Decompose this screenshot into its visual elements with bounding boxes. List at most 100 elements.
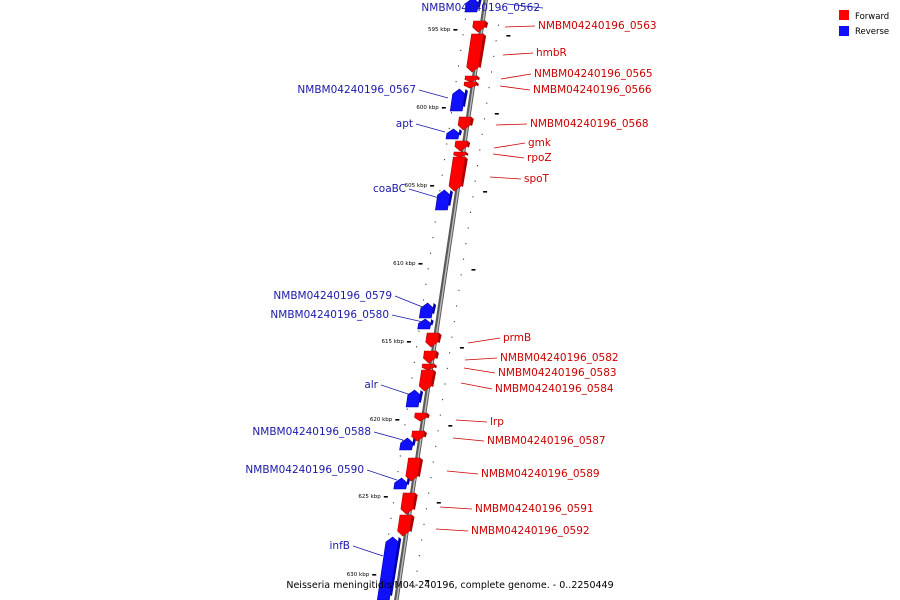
gene-label[interactable]: NMBM04240196_0591 <box>475 503 594 515</box>
minor-tick <box>495 40 497 42</box>
gene-leader-line <box>463 367 496 374</box>
gene-hmbr: hmbR <box>466 33 567 73</box>
gene-glyph <box>414 412 428 422</box>
major-tick-right <box>436 502 441 504</box>
scale-tick-label: 625 kbp <box>358 494 381 500</box>
minor-tick <box>449 352 451 354</box>
gene-label[interactable]: apt <box>396 118 413 130</box>
gene-label[interactable]: prmB <box>503 332 531 344</box>
gene-glyph <box>400 492 416 515</box>
gene-label[interactable]: NMBM04240196_0580 <box>270 309 389 321</box>
gene-label[interactable]: lrp <box>490 416 504 428</box>
minor-tick <box>465 243 467 245</box>
major-tick-left <box>372 574 377 576</box>
scale-tick-label: 620 kbp <box>370 417 393 423</box>
gene-label[interactable]: NMBM04240196_0590 <box>245 464 364 476</box>
gene-glyph-side <box>409 515 415 532</box>
gene-glyph-side <box>434 364 437 369</box>
minor-tick <box>470 211 471 213</box>
gene-apt: apt <box>396 118 462 140</box>
gene-label[interactable]: gmk <box>528 137 552 149</box>
gene-nmbm04240196_0590: NMBM04240196_0590 <box>245 464 410 490</box>
minor-tick <box>430 252 432 254</box>
minor-tick <box>477 165 478 167</box>
gene-label[interactable]: NMBM04240196_0567 <box>297 84 416 96</box>
minor-tick <box>406 408 408 410</box>
gene-nmbm04240196_0566: NMBM04240196_0566 <box>463 81 652 96</box>
gene-label[interactable]: rpoZ <box>527 152 552 164</box>
minor-tick <box>423 299 425 301</box>
gene-rpoz: rpoZ <box>453 151 552 164</box>
gene-leader-line <box>391 314 424 323</box>
gene-label[interactable]: NMBM04240196_0592 <box>471 525 590 537</box>
gene-glyph-side <box>461 157 468 187</box>
gene-label[interactable]: NMBM04240196_0583 <box>498 367 617 379</box>
gene-glyph-side <box>431 370 437 387</box>
gene-label[interactable]: coaBC <box>373 183 406 195</box>
gene-label[interactable]: NMBM04240196_0562 <box>421 2 540 14</box>
minor-tick <box>402 439 404 441</box>
gene-label[interactable]: NMBM04240196_0579 <box>273 290 392 302</box>
gene-nmbm04240196_0579: NMBM04240196_0579 <box>273 290 437 319</box>
gene-label[interactable]: NMBM04240196_0582 <box>500 352 619 364</box>
gene-glyph <box>411 430 425 442</box>
gene-label[interactable]: NMBM04240196_0565 <box>534 68 653 80</box>
gene-leader-line <box>455 419 488 423</box>
gene-leader-line <box>380 384 412 396</box>
scale-tick-label: 600 kbp <box>416 105 439 111</box>
minor-tick <box>411 377 413 379</box>
gene-label[interactable]: NMBM04240196_0568 <box>530 118 649 130</box>
major-tick-left <box>441 107 446 109</box>
gene-label[interactable]: alr <box>364 379 378 391</box>
minor-tick <box>486 102 488 104</box>
gene-leader-line <box>352 545 384 557</box>
minor-tick <box>458 65 459 67</box>
minor-tick <box>439 414 441 416</box>
scale-tick-label: 610 kbp <box>393 261 416 267</box>
gene-glyph-side <box>466 141 471 148</box>
gene-label[interactable]: NMBM04240196_0589 <box>481 468 600 480</box>
minor-tick <box>493 55 495 57</box>
major-tick-right <box>425 580 430 582</box>
gene-leader-line <box>506 3 544 9</box>
gene-nmbm04240196_0587: NMBM04240196_0587 <box>411 430 606 447</box>
gene-alr: alr <box>364 379 424 408</box>
minor-tick <box>441 174 443 176</box>
gene-prmb: prmB <box>425 332 531 348</box>
gene-glyph <box>418 302 434 319</box>
gene-label[interactable]: NMBM04240196_0588 <box>252 426 371 438</box>
minor-tick <box>388 533 390 535</box>
minor-tick <box>446 367 448 369</box>
gene-label[interactable]: NMBM04240196_0584 <box>495 383 614 395</box>
scale-tick-label: 615 kbp <box>381 339 404 345</box>
gene-glyph <box>417 318 432 330</box>
minor-tick <box>479 149 481 151</box>
minor-tick <box>488 87 490 89</box>
gene-nmbm04240196_0584: NMBM04240196_0584 <box>418 369 614 395</box>
gene-nmbm04240196_0592: NMBM04240196_0592 <box>397 514 590 537</box>
minor-tick <box>463 258 465 260</box>
gene-label[interactable]: NMBM04240196_0587 <box>487 435 606 447</box>
gene-glyph <box>453 151 467 158</box>
minor-tick <box>416 346 418 348</box>
gene-label[interactable]: NMBM04240196_0566 <box>533 84 652 96</box>
minor-tick <box>444 383 446 385</box>
minor-tick <box>481 133 483 135</box>
gene-glyph <box>393 477 408 490</box>
gene-leader-line <box>502 52 534 56</box>
minor-tick <box>437 430 439 432</box>
gene-glyph <box>454 140 469 152</box>
gene-label[interactable]: hmbR <box>536 47 567 59</box>
gene-glyph-side <box>423 431 427 438</box>
gene-glyph <box>448 156 466 192</box>
gene-glyph-side <box>412 493 418 510</box>
gene-label[interactable]: infB <box>330 540 350 552</box>
gene-label[interactable]: NMBM04240196_0563 <box>538 20 657 32</box>
gene-label[interactable]: spoT <box>524 173 550 185</box>
gene-leader-line <box>467 337 501 344</box>
minor-tick <box>453 321 455 323</box>
minor-tick <box>484 118 485 120</box>
gene-nmbm04240196_0582: NMBM04240196_0582 <box>423 350 619 364</box>
scale-tick-label: 630 kbp <box>347 572 370 578</box>
scale-ticks: 595 kbp 600 kbp 605 kbp 610 kbp 615 kbp 620 k… <box>347 27 511 582</box>
